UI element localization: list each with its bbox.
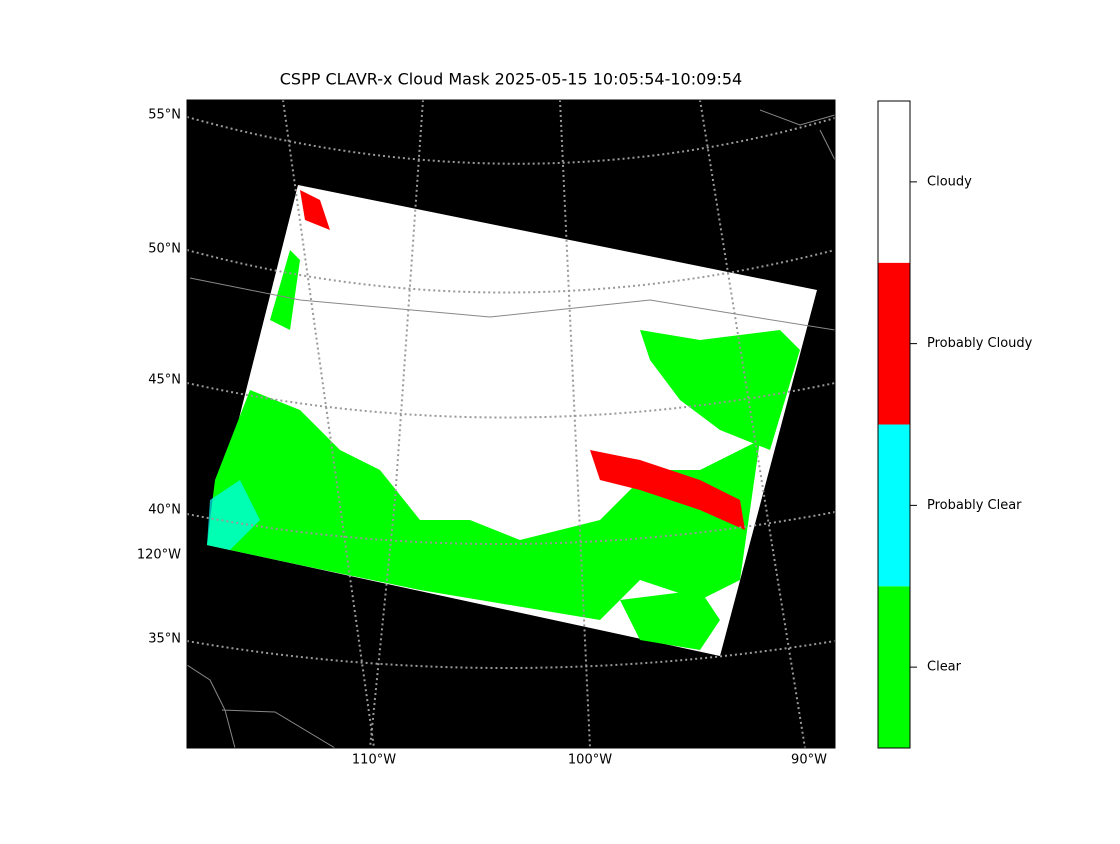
graticule: [282, 100, 375, 748]
colorbar-label: Clear: [927, 660, 962, 675]
title: CSPP CLAVR-x Cloud Mask 2025-05-15 10:05…: [280, 70, 742, 89]
graticule: [559, 100, 591, 748]
lat-label: 35°N: [148, 632, 181, 647]
graticule: [187, 382, 835, 419]
colorbar-frame: [877, 100, 911, 749]
clear-region: [270, 250, 300, 330]
cloudy-probable-region: [300, 190, 330, 230]
lat-labels: 55°N 50°N 45°N 40°N 35°N: [148, 108, 181, 647]
lat-label: 55°N: [148, 108, 181, 123]
clear-probable-region: [207, 480, 260, 550]
colorbar-segment: [878, 262, 910, 425]
colorbar-segment: [878, 586, 910, 748]
graticule: [187, 116, 835, 165]
lat-label: 50°N: [148, 242, 181, 257]
lat-label: 40°N: [148, 503, 181, 518]
clear-region: [620, 590, 720, 650]
colorbar-label: Cloudy: [927, 174, 972, 189]
lon-label: 120°W: [137, 548, 181, 563]
clear-region: [640, 330, 800, 450]
lat-label: 45°N: [148, 373, 181, 388]
colorbar-label: Probably Clear: [927, 498, 1022, 513]
colorbar-label: Probably Cloudy: [927, 336, 1033, 351]
graticule: [369, 100, 424, 748]
lon-labels: 120°W 110°W 100°W 90°W: [137, 548, 827, 768]
clear-region: [207, 390, 760, 620]
map-frame: [186, 99, 836, 749]
border: [189, 277, 835, 331]
colorbar: Clear Probably Clear Probably Cloudy Cloudy: [877, 100, 1033, 749]
lon-label: 110°W: [352, 753, 396, 768]
lon-label: 90°W: [791, 753, 827, 768]
colorbar-segment: [878, 101, 910, 263]
lon-label: 100°W: [568, 753, 612, 768]
colorbar-segment: [878, 424, 910, 587]
map: [187, 100, 835, 748]
graticule: [187, 640, 835, 669]
coastline: [187, 664, 336, 748]
graticule: [187, 249, 835, 294]
cloudy-probable-region: [590, 450, 745, 530]
graticule: [187, 511, 835, 545]
coastline: [759, 109, 835, 161]
